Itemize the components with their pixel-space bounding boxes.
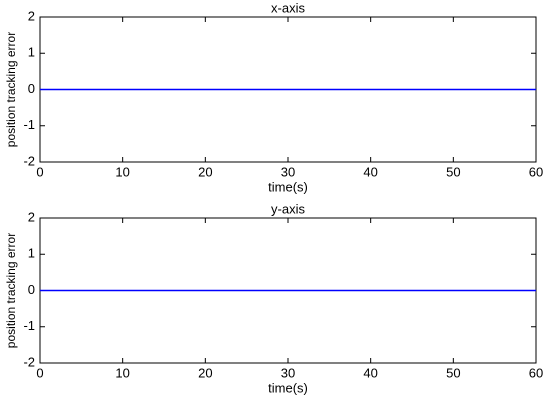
x-tick-label: 40 — [363, 164, 377, 179]
y-tick-label: 0 — [28, 282, 35, 297]
x-tick-label: 10 — [115, 164, 129, 179]
chart-title: x-axis — [271, 0, 305, 15]
x-tick-label: 50 — [446, 365, 460, 380]
x-tick-label: 30 — [281, 365, 295, 380]
x-tick-label: 60 — [529, 365, 543, 380]
x-axis-label: time(s) — [268, 380, 308, 395]
y-tick-label: 1 — [28, 246, 35, 261]
y-tick-label: -2 — [23, 153, 35, 168]
y-tick-label: 1 — [28, 45, 35, 60]
x-tick-label: 60 — [529, 164, 543, 179]
y-tick-label: 2 — [28, 8, 35, 23]
x-axis-label: time(s) — [268, 179, 308, 194]
x-tick-label: 20 — [198, 164, 212, 179]
x-tick-label: 40 — [363, 365, 377, 380]
y-axis-label: position tracking error — [4, 233, 18, 348]
y-tick-label: -2 — [23, 354, 35, 369]
x-tick-label: 0 — [36, 365, 43, 380]
x-tick-label: 50 — [446, 164, 460, 179]
y-tick-label: -1 — [23, 318, 35, 333]
y-tick-label: 2 — [28, 209, 35, 224]
x-tick-label: 0 — [36, 164, 43, 179]
y-tick-label: 0 — [28, 81, 35, 96]
y-tick-label: -1 — [23, 117, 35, 132]
x-tick-label: 30 — [281, 164, 295, 179]
x-tick-label: 10 — [115, 365, 129, 380]
y-axis-label: position tracking error — [4, 32, 18, 147]
x-tick-label: 20 — [198, 365, 212, 380]
chart-title: y-axis — [271, 201, 305, 216]
